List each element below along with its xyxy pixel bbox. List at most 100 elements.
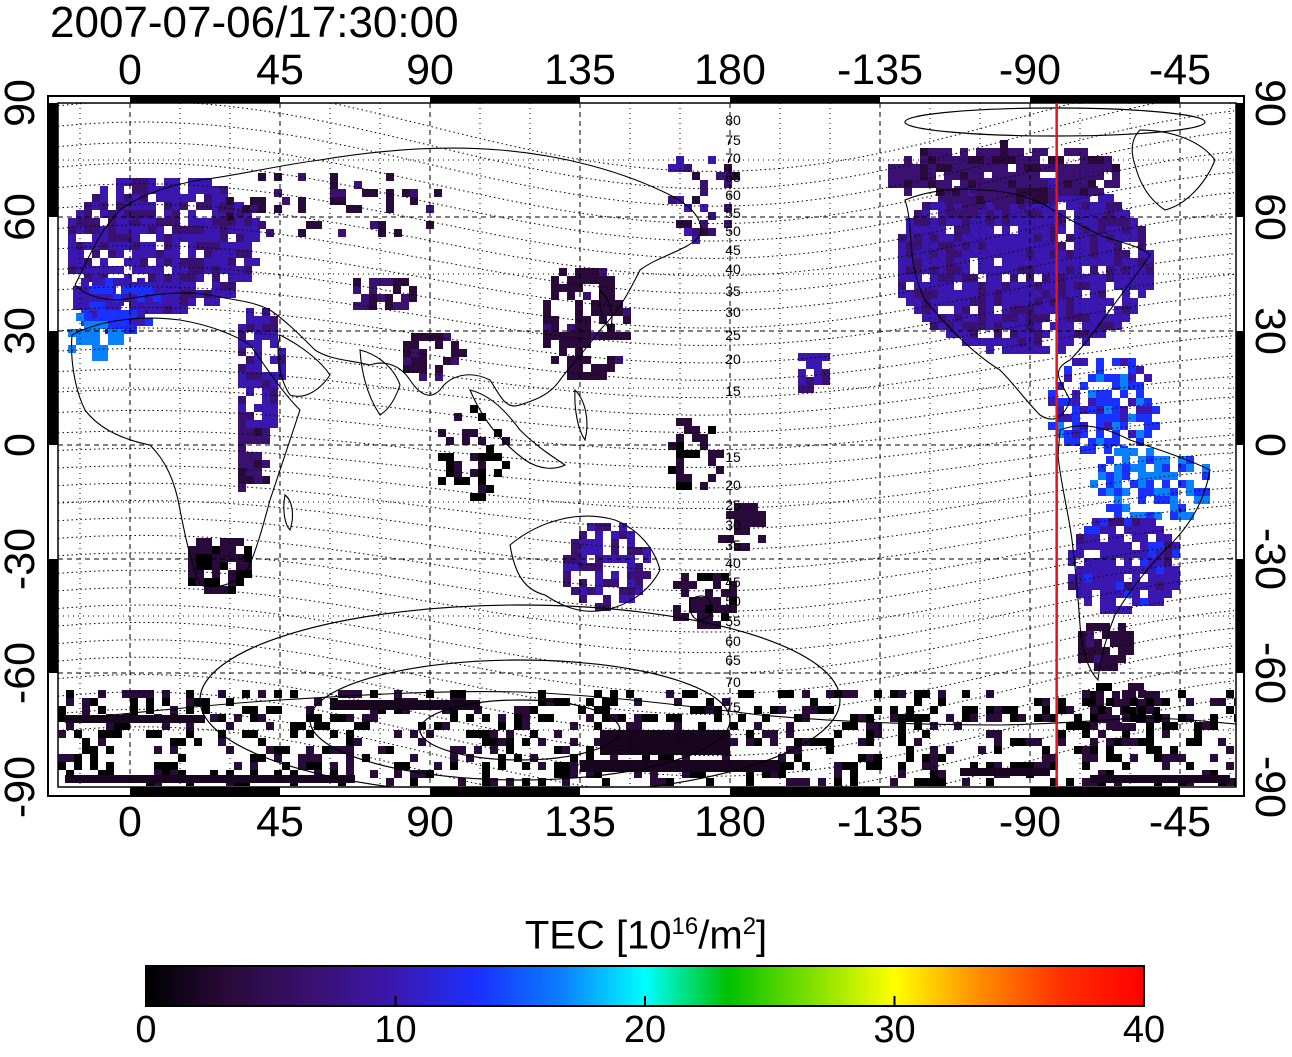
tec-cell [994, 234, 1002, 242]
tec-cell [1106, 314, 1114, 322]
tec-cell [746, 738, 754, 746]
tec-cell [196, 234, 204, 242]
tec-cell [570, 762, 578, 770]
tec-cell [954, 234, 962, 242]
tec-cell [599, 316, 607, 324]
tec-cell [627, 555, 635, 563]
tec-cell [164, 178, 172, 186]
tec-cell [1130, 754, 1138, 762]
tec-cell [1118, 647, 1126, 655]
tec-cell [1056, 422, 1064, 430]
contour-label: 35 [725, 537, 741, 553]
tec-cell [758, 519, 766, 527]
tec-cell [154, 746, 162, 754]
tec-cell [1082, 322, 1090, 330]
tec-cell [992, 196, 1000, 204]
tec-cell [1100, 598, 1108, 606]
tec-cell [238, 428, 246, 436]
tec-cell [970, 338, 978, 346]
tec-cell [1108, 566, 1116, 574]
tec-cell [178, 770, 186, 778]
tec-cell [411, 341, 419, 349]
tec-cell [954, 298, 962, 306]
tec-cell [689, 597, 697, 605]
tec-cell [978, 202, 986, 210]
tec-cell [1008, 188, 1016, 196]
tec-cell [228, 570, 236, 578]
tec-cell [874, 762, 882, 770]
tec-cell [914, 698, 922, 706]
tec-cell [274, 690, 282, 698]
tec-cell [76, 242, 84, 250]
tec-cell [1050, 226, 1058, 234]
tec-cell [274, 770, 282, 778]
tec-cell [810, 738, 818, 746]
tec-cell [68, 258, 76, 266]
tec-cell [1138, 258, 1146, 266]
tec-band [600, 730, 730, 755]
tec-cell [1098, 488, 1106, 496]
tec-cell [806, 361, 814, 369]
tec-cell [100, 194, 108, 202]
tec-cell [244, 242, 252, 250]
tec-cell [954, 218, 962, 226]
tec-cell [610, 690, 618, 698]
tec-cell [238, 404, 246, 412]
tec-cell [978, 306, 986, 314]
tec-cell [270, 420, 278, 428]
tec-cell [156, 218, 164, 226]
tec-cell [446, 437, 454, 445]
tec-cell [1058, 210, 1066, 218]
tec-cell [968, 180, 976, 188]
tec-cell [385, 302, 393, 310]
tec-cell [930, 250, 938, 258]
tec-cell [1024, 188, 1032, 196]
tec-cell [627, 531, 635, 539]
tec-cell [162, 770, 170, 778]
tec-cell [369, 278, 377, 286]
tec-cell [1170, 512, 1178, 520]
tec-cell [1178, 714, 1186, 722]
tec-cell [1034, 346, 1042, 354]
tec-cell [682, 754, 690, 762]
tec-cell [954, 250, 962, 258]
tec-cell [220, 266, 228, 274]
tec-cell [490, 730, 498, 738]
tec-cell [238, 484, 246, 492]
tec-cell [270, 332, 278, 340]
tec-cell [1018, 346, 1026, 354]
tec-cell [750, 519, 758, 527]
tec-cell [1124, 526, 1132, 534]
tec-cell [250, 754, 258, 762]
tec-cell [1002, 242, 1010, 250]
tec-cell [978, 298, 986, 306]
tec-cell [1156, 566, 1164, 574]
tec-cell [970, 714, 978, 722]
tec-cell [140, 226, 148, 234]
tec-cell [700, 228, 708, 236]
tec-cell [1114, 314, 1122, 322]
tec-cell [1074, 298, 1082, 306]
tec-cell [132, 186, 140, 194]
map-outer-frame [47, 95, 1245, 797]
tec-cell [410, 189, 418, 197]
tec-cell [100, 258, 108, 266]
tec-cell [478, 477, 486, 485]
tec-cell [236, 274, 244, 282]
tec-cell [186, 698, 194, 706]
bottom-longitude-label: 0 [118, 798, 142, 846]
tec-cell [1140, 598, 1148, 606]
tec-cell [994, 746, 1002, 754]
tec-cell [673, 605, 681, 613]
tec-cell [1098, 290, 1106, 298]
tec-cell [204, 178, 212, 186]
tec-cell [1138, 250, 1146, 258]
tec-cell [954, 210, 962, 218]
tec-cell [682, 770, 690, 778]
tec-cell [1128, 707, 1136, 715]
tec-cell [595, 523, 603, 531]
tec-cell [666, 778, 674, 786]
tec-cell [172, 282, 180, 290]
tec-cell [906, 714, 914, 722]
tec-cell [1018, 226, 1026, 234]
